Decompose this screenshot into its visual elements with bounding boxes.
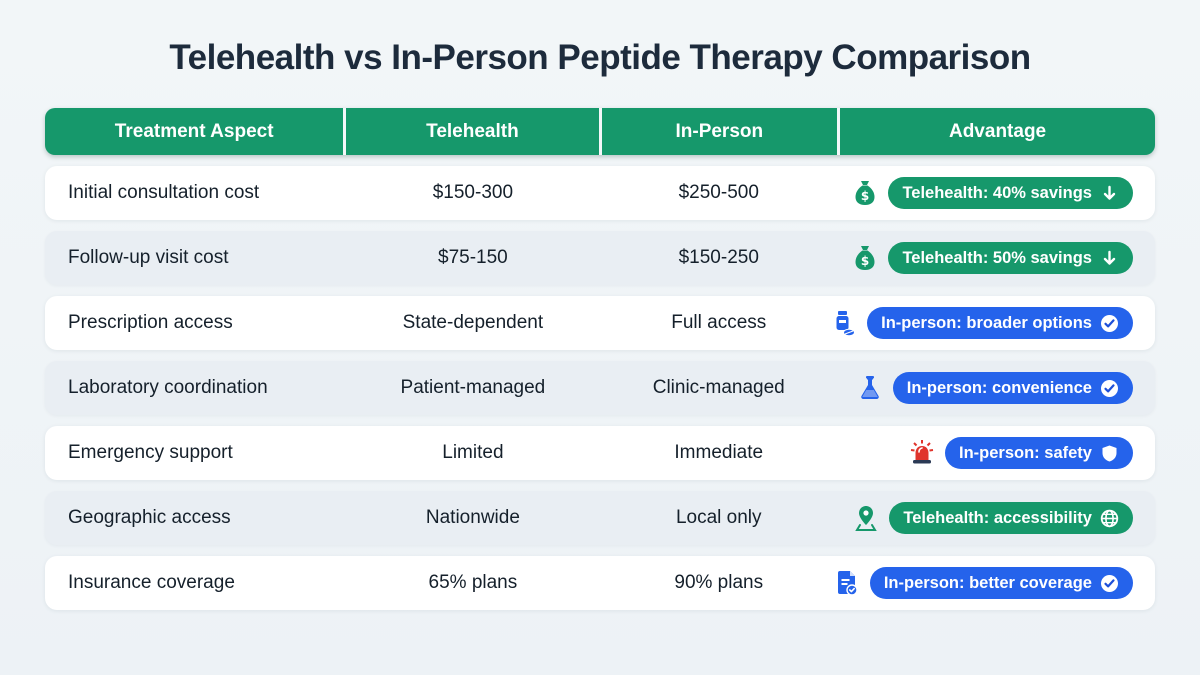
in-person-value-cell: $250-500 bbox=[678, 182, 759, 203]
advantage-badge-label: In-person: broader options bbox=[881, 313, 1092, 332]
table-row: Follow-up visit cost $75-150 $150-250 $ … bbox=[45, 231, 1155, 285]
advantage-badge-label: In-person: better coverage bbox=[883, 573, 1092, 592]
in-person-value-cell: Clinic-managed bbox=[652, 377, 785, 398]
telehealth-value-cell: $75-150 bbox=[438, 247, 508, 268]
advantage-badge-label: In-person: convenience bbox=[906, 378, 1092, 397]
svg-text:$: $ bbox=[861, 189, 869, 203]
in-person-value-cell: Local only bbox=[675, 507, 762, 528]
table-row: Initial consultation cost $150-300 $250-… bbox=[45, 166, 1155, 220]
advantage-badge: In-person: safety bbox=[945, 437, 1133, 469]
telehealth-value-cell: 65% plans bbox=[428, 572, 518, 593]
column-header-advantage: Advantage bbox=[948, 120, 1047, 142]
advantage-badge: Telehealth: 50% savings bbox=[888, 242, 1133, 274]
in-person-value-cell: 90% plans bbox=[674, 572, 764, 593]
aspect-cell: Follow-up visit cost bbox=[68, 247, 229, 268]
telehealth-value-cell: Nationwide bbox=[425, 507, 520, 528]
advantage-badge: Telehealth: 40% savings bbox=[888, 177, 1133, 209]
advantage-cell: In-person: convenience bbox=[838, 372, 1155, 404]
advantage-badge: Telehealth: accessibility bbox=[889, 502, 1133, 534]
check-circle-icon bbox=[1100, 574, 1119, 593]
advantage-badge: In-person: better coverage bbox=[869, 567, 1133, 599]
pill-bottle-icon bbox=[831, 309, 857, 337]
table-row: Emergency support Limited Immediate In-p… bbox=[45, 426, 1155, 480]
check-circle-icon bbox=[1100, 379, 1119, 398]
table-body: Initial consultation cost $150-300 $250-… bbox=[45, 166, 1155, 610]
advantage-badge-label: Telehealth: 50% savings bbox=[902, 248, 1092, 267]
advantage-cell: Telehealth: accessibility bbox=[838, 502, 1155, 534]
telehealth-value-cell: Patient-managed bbox=[400, 377, 546, 398]
aspect-cell: Emergency support bbox=[68, 442, 233, 463]
table-row: Geographic access Nationwide Local only … bbox=[45, 491, 1155, 545]
advantage-cell: $ Telehealth: 50% savings bbox=[838, 242, 1155, 274]
advantage-cell: In-person: better coverage bbox=[837, 567, 1155, 599]
svg-text:$: $ bbox=[861, 254, 869, 268]
check-circle-icon bbox=[1100, 314, 1119, 333]
advantage-cell: $ Telehealth: 40% savings bbox=[838, 177, 1155, 209]
aspect-cell: Initial consultation cost bbox=[68, 182, 260, 203]
globe-icon bbox=[1100, 509, 1119, 528]
table-row: Laboratory coordination Patient-managed … bbox=[45, 361, 1155, 415]
advantage-badge-label: Telehealth: accessibility bbox=[903, 508, 1092, 527]
money-bag-icon: $ bbox=[852, 244, 878, 272]
aspect-cell: Geographic access bbox=[68, 507, 231, 528]
advantage-badge: In-person: broader options bbox=[867, 307, 1133, 339]
aspect-cell: Insurance coverage bbox=[68, 572, 235, 593]
arrow-down-icon bbox=[1100, 184, 1119, 203]
page-title: Telehealth vs In-Person Peptide Therapy … bbox=[169, 38, 1031, 77]
advantage-cell: In-person: broader options bbox=[836, 307, 1155, 339]
advantage-badge-label: Telehealth: 40% savings bbox=[902, 183, 1092, 202]
document-check-icon bbox=[834, 569, 860, 597]
in-person-value-cell: $150-250 bbox=[678, 247, 759, 268]
telehealth-value-cell: $150-300 bbox=[432, 182, 514, 203]
telehealth-value-cell: State-dependent bbox=[402, 312, 544, 333]
column-header-treatment-aspect: Treatment Aspect bbox=[45, 108, 347, 155]
in-person-value-cell: Immediate bbox=[674, 442, 764, 463]
advantage-cell: In-person: safety bbox=[838, 437, 1155, 469]
column-header-telehealth: Telehealth bbox=[346, 108, 602, 155]
table-header-row: Treatment Aspect Telehealth In-Person Ad… bbox=[45, 108, 1155, 155]
column-header-in-person: In-Person bbox=[602, 108, 841, 155]
arrow-down-icon bbox=[1100, 249, 1119, 268]
aspect-cell: Prescription access bbox=[68, 312, 233, 333]
shield-icon bbox=[1100, 444, 1119, 463]
advantage-badge-label: In-person: safety bbox=[959, 443, 1092, 462]
table-row: Insurance coverage 65% plans 90% plans I… bbox=[45, 556, 1155, 610]
comparison-table: Treatment Aspect Telehealth In-Person Ad… bbox=[45, 108, 1155, 610]
telehealth-value-cell: Limited bbox=[442, 442, 504, 463]
flask-icon bbox=[857, 374, 883, 402]
advantage-badge: In-person: convenience bbox=[892, 372, 1133, 404]
table-row: Prescription access State-dependent Full… bbox=[45, 296, 1155, 350]
aspect-cell: Laboratory coordination bbox=[68, 377, 268, 398]
map-pin-icon bbox=[853, 504, 879, 532]
in-person-value-cell: Full access bbox=[671, 312, 767, 333]
money-bag-icon: $ bbox=[852, 179, 878, 207]
siren-icon bbox=[909, 439, 935, 467]
